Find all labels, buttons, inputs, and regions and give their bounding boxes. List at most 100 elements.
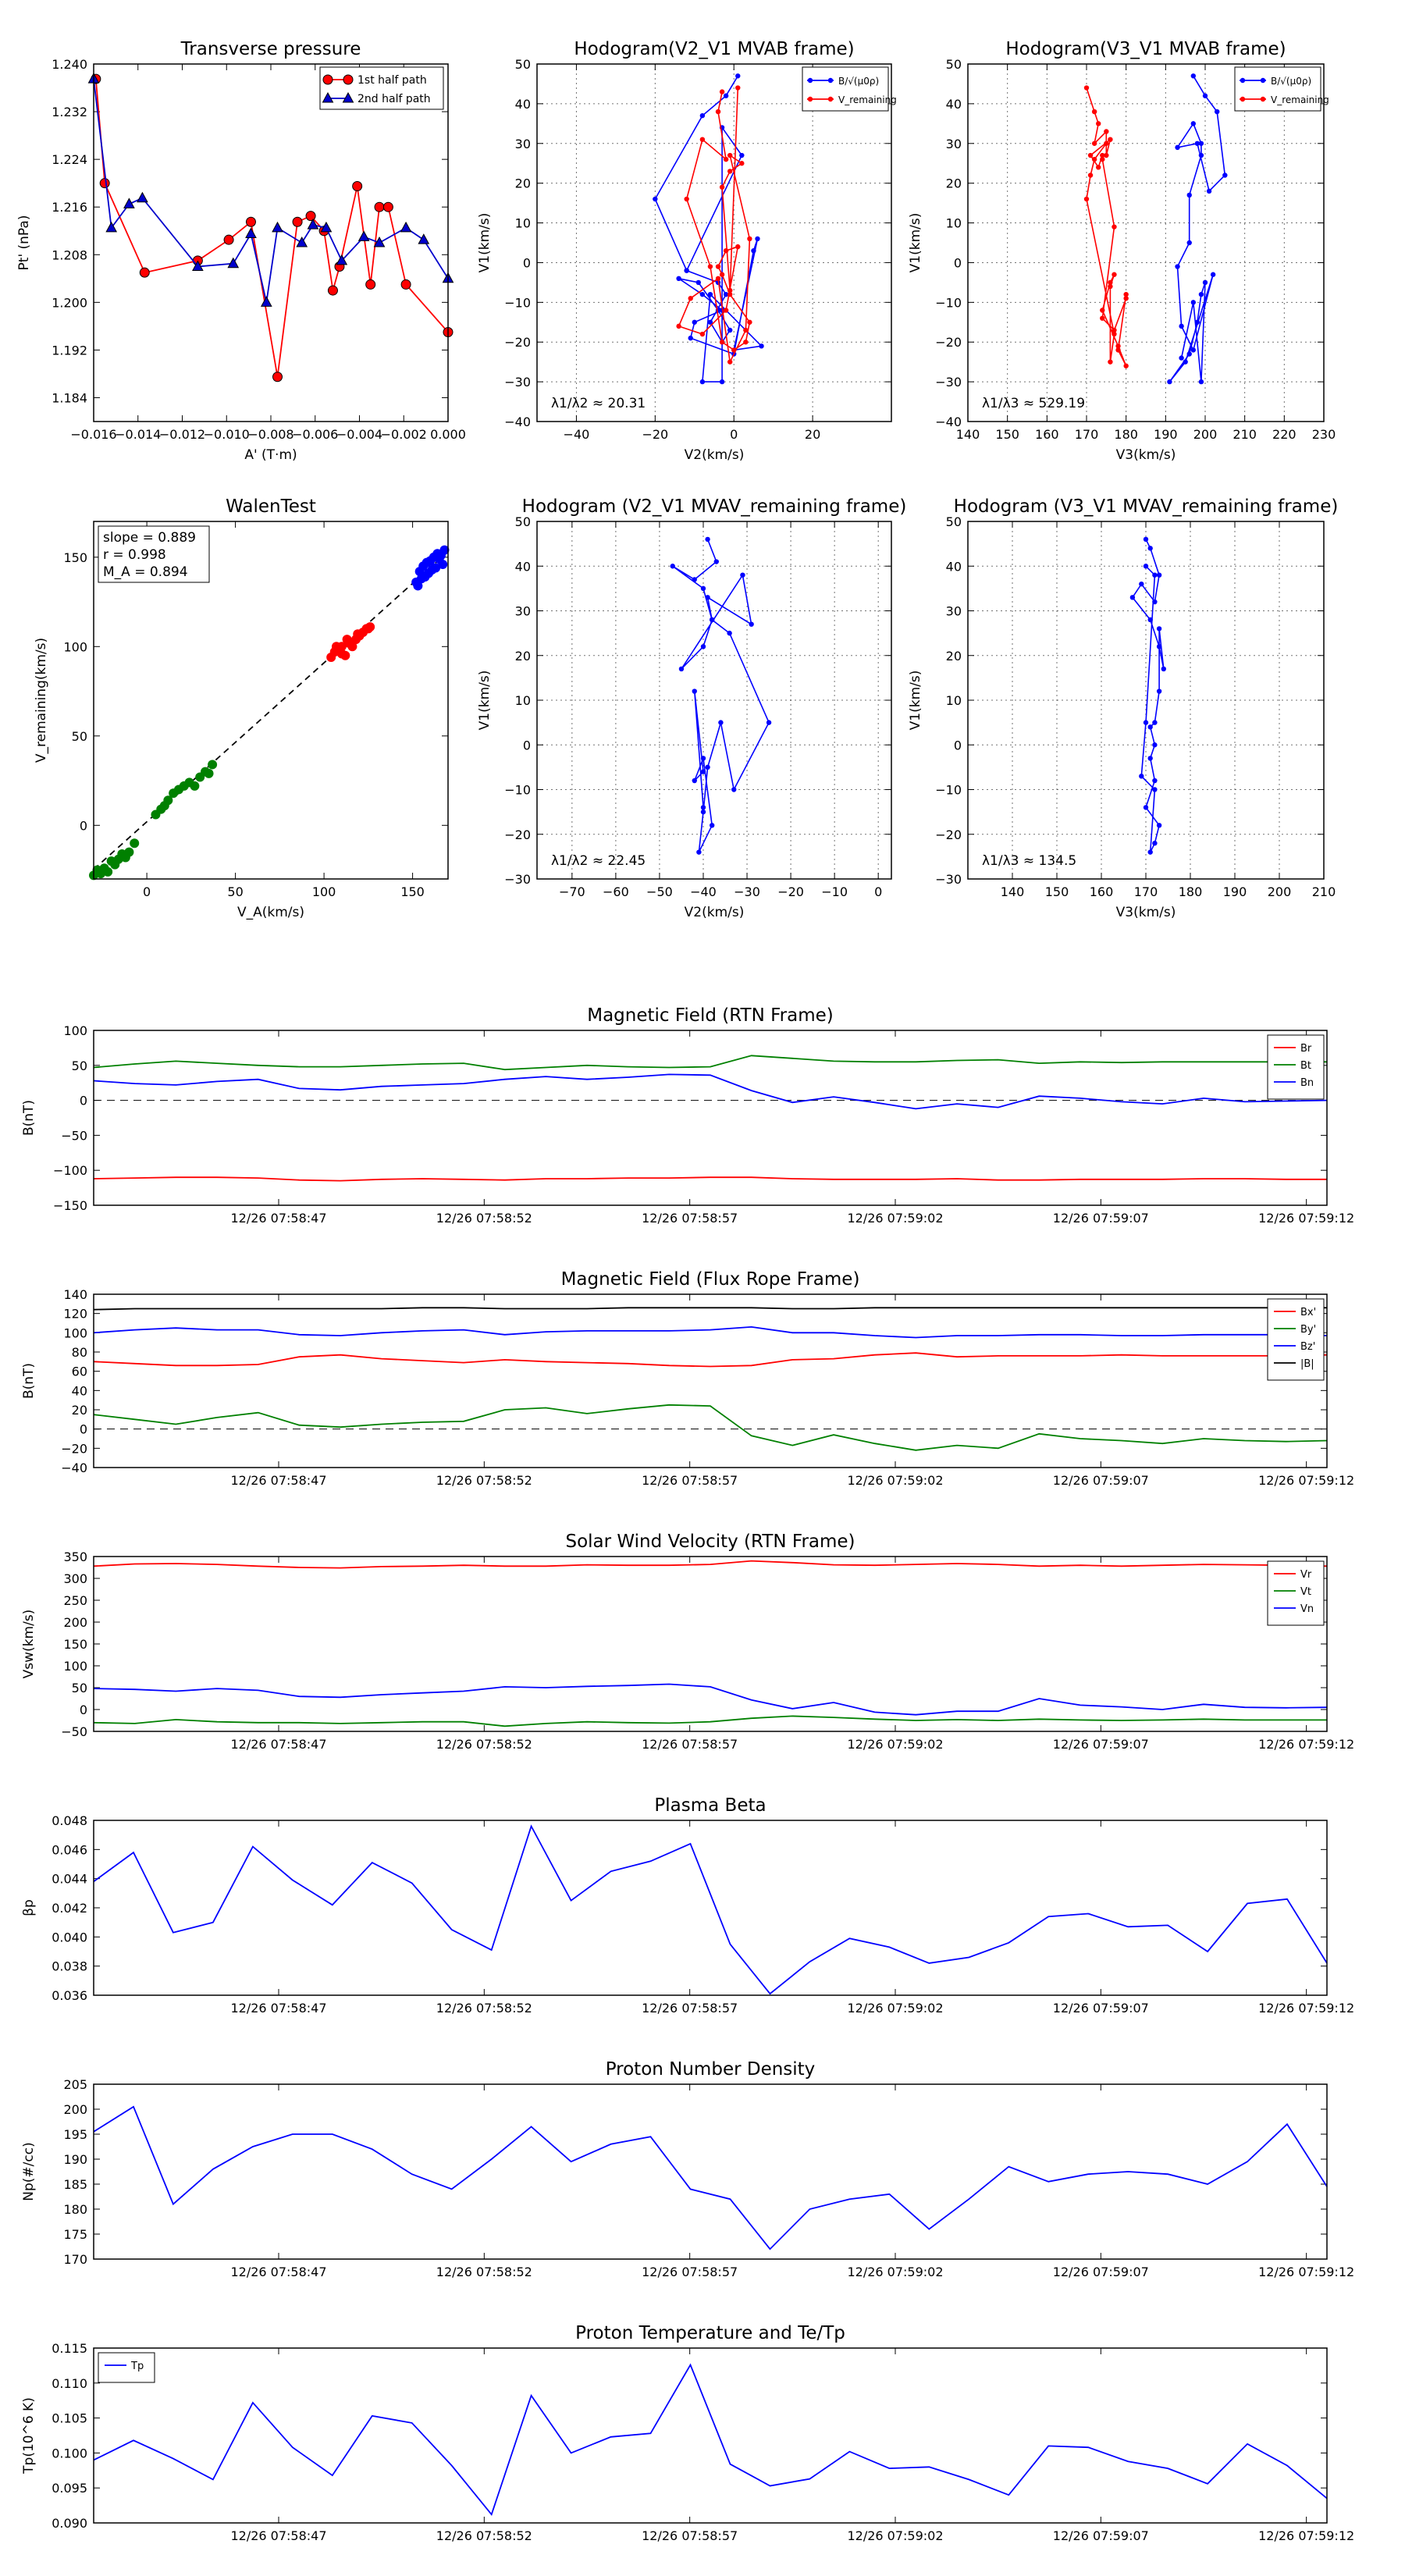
x-tick-label: 12/26 07:58:47	[230, 2001, 326, 2016]
y-axis-label: Pt' (nPa)	[16, 215, 32, 271]
series-line	[93, 2363, 1328, 2517]
y-tick-label: 350	[63, 1550, 87, 1564]
data-point	[684, 268, 689, 273]
data-point	[1156, 823, 1162, 828]
data-point	[740, 572, 745, 578]
data-point	[342, 635, 352, 645]
data-point	[1108, 283, 1113, 290]
plot-border	[93, 1556, 1328, 1732]
data-point	[715, 109, 721, 115]
data-point	[1186, 351, 1192, 357]
x-tick-label: −0.002	[381, 427, 427, 442]
chart-title: Transverse pressure	[180, 39, 361, 59]
data-point	[747, 236, 752, 242]
y-tick-label: 250	[63, 1593, 87, 1608]
x-tick-label: 100	[312, 884, 336, 899]
y-tick-label: −150	[53, 1198, 87, 1213]
data-point	[1198, 379, 1204, 385]
data-point	[709, 617, 715, 623]
data-point	[1215, 109, 1220, 115]
data-point	[1152, 787, 1158, 792]
x-tick-label: 12/26 07:58:57	[642, 1473, 738, 1488]
x-tick-label: 20	[805, 427, 820, 442]
data-point	[1147, 756, 1153, 761]
y-tick-label: 0.036	[52, 1988, 87, 2003]
y-tick-label: 0.044	[52, 1872, 87, 1887]
data-point	[700, 644, 706, 649]
legend-marker	[827, 77, 834, 84]
data-point	[105, 221, 118, 233]
x-tick-label: 0	[874, 884, 882, 899]
y-tick-label: 200	[63, 1615, 87, 1630]
data-point	[1190, 300, 1197, 305]
legend-marker	[807, 77, 813, 84]
data-point	[1115, 347, 1121, 353]
y-tick-label: 0	[80, 1703, 87, 1717]
y-axis-label: V_remaining(km/s)	[34, 638, 49, 763]
y-tick-label: 0	[954, 255, 962, 270]
x-tick-label: 190	[1154, 427, 1178, 442]
x-tick-label: 180	[1114, 427, 1138, 442]
legend-box	[1267, 1298, 1325, 1381]
plot-border	[93, 1820, 1328, 1996]
y-axis-label: Vsw(km/s)	[21, 1610, 37, 1679]
data-point	[336, 649, 347, 659]
chart-magnetic-field-rtn: Magnetic Field (RTN Frame) −150 −100 −50 0 50…	[21, 1005, 1354, 1226]
y-tick-label: 100	[63, 639, 87, 654]
legend-box	[319, 66, 444, 110]
chart-title: Hodogram (V3_V1 MVAV_remaining frame)	[954, 496, 1339, 517]
y-tick-label: 50	[946, 57, 962, 72]
data-point	[1152, 841, 1158, 846]
data-point	[245, 227, 257, 239]
y-axis-label: βp	[21, 1899, 37, 1916]
y-tick-label: 0.048	[52, 1813, 87, 1828]
y-tick-label: 300	[63, 1571, 87, 1586]
data-point	[1179, 323, 1184, 329]
x-tick-label: 150	[995, 427, 1019, 442]
x-tick-label: 12/26 07:58:57	[642, 2528, 738, 2543]
data-point	[227, 257, 240, 269]
x-tick-label: 160	[1035, 427, 1059, 442]
y-tick-label: 200	[63, 2102, 87, 2117]
data-point	[124, 847, 134, 857]
chart-title: Solar Wind Velocity (RTN Frame)	[565, 1532, 855, 1552]
series-line	[93, 1176, 1327, 1182]
x-axis-label: V2(km/s)	[685, 447, 745, 463]
data-point	[418, 233, 430, 244]
data-point	[353, 629, 363, 639]
data-point	[272, 221, 283, 233]
data-point	[260, 296, 272, 307]
legend-label: By'	[1300, 1324, 1316, 1336]
legend-marker	[827, 96, 834, 102]
y-tick-label: 185	[63, 2177, 87, 2192]
x-tick-label: −0.008	[247, 427, 293, 442]
series-line	[93, 1325, 1328, 1339]
x-tick-label: 12/26 07:58:57	[642, 2001, 738, 2016]
data-point	[292, 216, 303, 227]
data-point	[1143, 564, 1149, 569]
data-point	[1147, 617, 1153, 623]
data-point	[766, 720, 772, 725]
x-tick-label: 0	[730, 427, 738, 442]
series-line	[93, 1404, 1328, 1451]
data-point	[1210, 272, 1216, 277]
y-tick-label: 100	[63, 1325, 87, 1340]
data-point	[700, 769, 706, 774]
x-tick-label: 12/26 07:58:52	[436, 1473, 532, 1488]
y-tick-label: 50	[946, 514, 962, 529]
data-point	[365, 279, 376, 290]
legend-marker	[322, 74, 333, 85]
x-axis-label: V3(km/s)	[1116, 905, 1176, 920]
plot-border	[967, 521, 1325, 880]
y-tick-label: 40	[515, 559, 531, 574]
y-tick-label: 30	[515, 137, 531, 151]
data-point	[751, 247, 756, 254]
data-point	[1202, 93, 1208, 98]
y-tick-label: −10	[504, 783, 531, 798]
legend-label: Bn	[1300, 1077, 1314, 1089]
data-point	[272, 372, 283, 382]
data-point	[1100, 308, 1105, 313]
data-point	[400, 279, 411, 290]
legend-marker	[807, 96, 813, 102]
x-tick-label: 12/26 07:58:47	[230, 2265, 326, 2279]
